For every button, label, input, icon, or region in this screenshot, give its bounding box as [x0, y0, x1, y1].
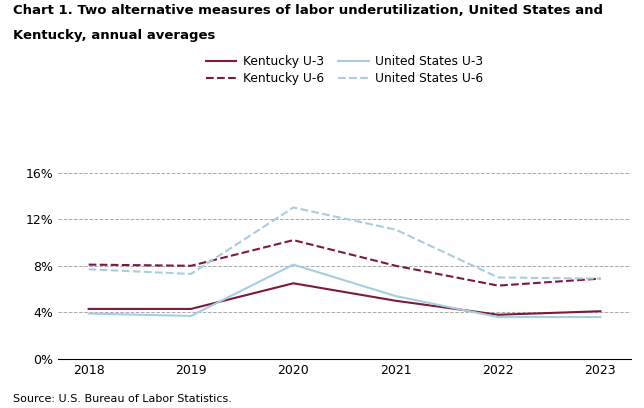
Kentucky U-6	[596, 276, 604, 281]
Kentucky U-3	[187, 306, 195, 311]
Kentucky U-3	[290, 281, 298, 286]
United States U-6	[392, 227, 399, 232]
Text: Chart 1. Two alternative measures of labor underutilization, United States and: Chart 1. Two alternative measures of lab…	[13, 4, 603, 17]
United States U-6	[596, 276, 604, 281]
United States U-6	[85, 267, 93, 272]
Kentucky U-3	[392, 298, 399, 303]
Kentucky U-3	[494, 312, 502, 317]
Line: Kentucky U-3: Kentucky U-3	[89, 283, 600, 315]
United States U-3	[187, 313, 195, 318]
Text: Kentucky, annual averages: Kentucky, annual averages	[13, 29, 215, 42]
United States U-3	[596, 315, 604, 319]
United States U-3	[392, 294, 399, 299]
United States U-6	[290, 205, 298, 210]
United States U-3	[494, 315, 502, 319]
United States U-6	[187, 271, 195, 276]
Line: Kentucky U-6: Kentucky U-6	[89, 240, 600, 286]
Legend: Kentucky U-3, Kentucky U-6, United States U-3, United States U-6: Kentucky U-3, Kentucky U-6, United State…	[206, 55, 483, 85]
Text: Source: U.S. Bureau of Labor Statistics.: Source: U.S. Bureau of Labor Statistics.	[13, 394, 232, 404]
Kentucky U-6	[494, 283, 502, 288]
Kentucky U-6	[392, 263, 399, 268]
Line: United States U-3: United States U-3	[89, 265, 600, 317]
Kentucky U-6	[187, 263, 195, 268]
United States U-6	[494, 275, 502, 280]
United States U-3	[85, 311, 93, 316]
Line: United States U-6: United States U-6	[89, 208, 600, 279]
Kentucky U-3	[85, 306, 93, 311]
Kentucky U-6	[290, 238, 298, 243]
Kentucky U-3	[596, 309, 604, 314]
United States U-3	[290, 262, 298, 267]
Kentucky U-6	[85, 262, 93, 267]
